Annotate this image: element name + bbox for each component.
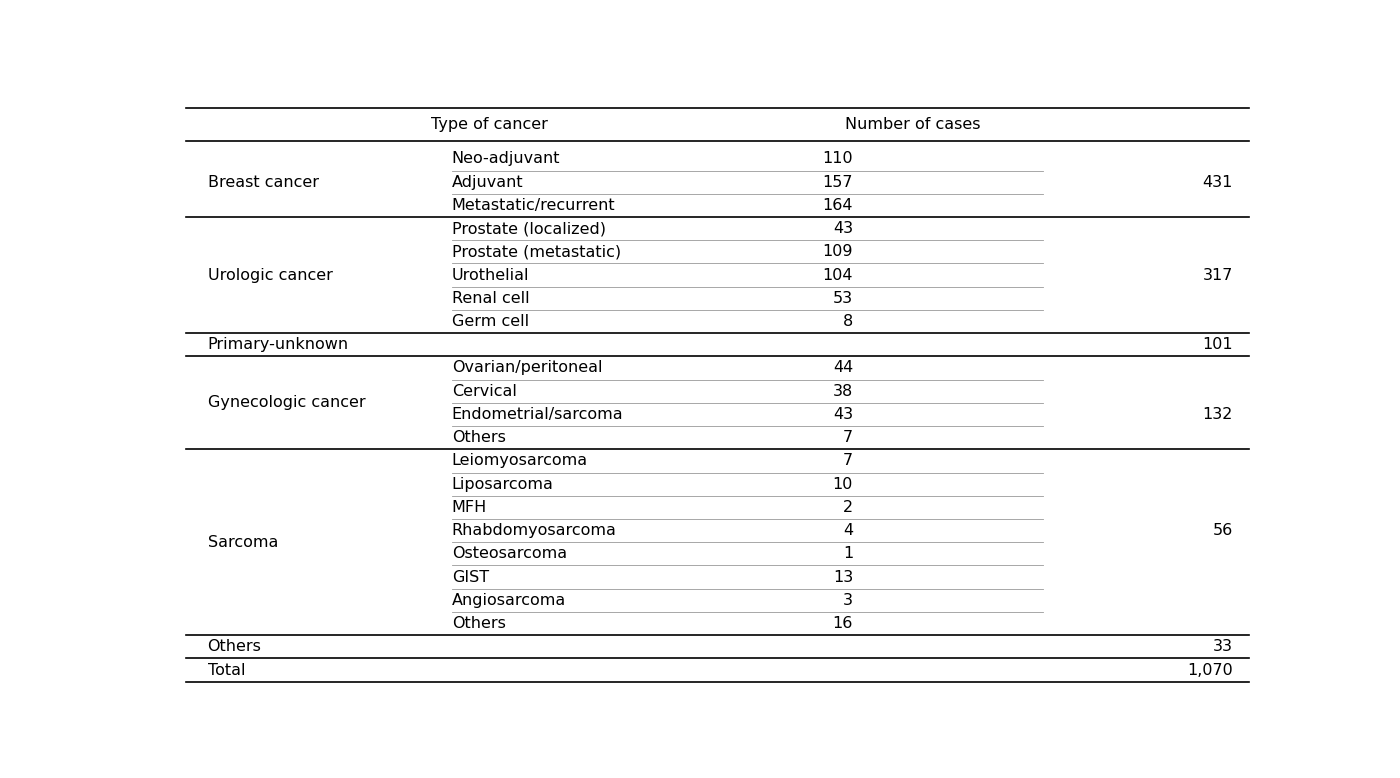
Text: 4: 4 (843, 523, 853, 538)
Text: 431: 431 (1203, 174, 1233, 190)
Text: Metastatic/recurrent: Metastatic/recurrent (452, 198, 615, 213)
Text: 1: 1 (843, 546, 853, 562)
Text: Others: Others (452, 616, 505, 631)
Text: 43: 43 (833, 407, 853, 422)
Text: 7: 7 (843, 430, 853, 445)
Text: Urothelial: Urothelial (452, 268, 529, 282)
Text: Sarcoma: Sarcoma (207, 534, 279, 550)
Text: Prostate (localized): Prostate (localized) (452, 221, 606, 236)
Text: Renal cell: Renal cell (452, 291, 529, 306)
Text: Rhabdomyosarcoma: Rhabdomyosarcoma (452, 523, 616, 538)
Text: Primary-unknown: Primary-unknown (207, 337, 349, 352)
Text: 104: 104 (823, 268, 853, 282)
Text: Osteosarcoma: Osteosarcoma (452, 546, 567, 562)
Text: 10: 10 (833, 477, 853, 492)
Text: Number of cases: Number of cases (846, 117, 980, 132)
Text: 38: 38 (833, 384, 853, 398)
Text: Ovarian/peritoneal: Ovarian/peritoneal (452, 360, 602, 376)
Text: Leiomyosarcoma: Leiomyosarcoma (452, 454, 588, 468)
Text: 43: 43 (833, 221, 853, 236)
Text: Type of cancer: Type of cancer (431, 117, 547, 132)
Text: Adjuvant: Adjuvant (452, 174, 524, 190)
Text: 53: 53 (833, 291, 853, 306)
Text: 8: 8 (843, 314, 853, 329)
Text: Germ cell: Germ cell (452, 314, 529, 329)
Text: MFH: MFH (452, 500, 487, 515)
Text: Others: Others (207, 640, 262, 654)
Text: Prostate (metastatic): Prostate (metastatic) (452, 244, 620, 259)
Text: Endometrial/sarcoma: Endometrial/sarcoma (452, 407, 623, 422)
Text: 16: 16 (833, 616, 853, 631)
Text: Total: Total (207, 663, 245, 678)
Text: Gynecologic cancer: Gynecologic cancer (207, 395, 365, 410)
Text: Cervical: Cervical (452, 384, 517, 398)
Text: 110: 110 (823, 152, 853, 166)
Text: 157: 157 (823, 174, 853, 190)
Text: Breast cancer: Breast cancer (207, 174, 319, 190)
Text: Others: Others (452, 430, 505, 445)
Text: 3: 3 (843, 593, 853, 608)
Text: Neo-adjuvant: Neo-adjuvant (452, 152, 560, 166)
Text: 44: 44 (833, 360, 853, 376)
Text: 7: 7 (843, 454, 853, 468)
Text: 13: 13 (833, 569, 853, 584)
Text: 317: 317 (1203, 268, 1233, 282)
Text: 1,070: 1,070 (1187, 663, 1233, 678)
Text: Liposarcoma: Liposarcoma (452, 477, 553, 492)
Text: 164: 164 (823, 198, 853, 213)
Text: 2: 2 (843, 500, 853, 515)
Text: GIST: GIST (452, 569, 489, 584)
Text: 132: 132 (1203, 407, 1233, 422)
Text: 56: 56 (1212, 523, 1233, 538)
Text: 101: 101 (1203, 337, 1233, 352)
Text: Urologic cancer: Urologic cancer (207, 268, 332, 282)
Text: 33: 33 (1212, 640, 1233, 654)
Text: Angiosarcoma: Angiosarcoma (452, 593, 566, 608)
Text: 109: 109 (823, 244, 853, 259)
